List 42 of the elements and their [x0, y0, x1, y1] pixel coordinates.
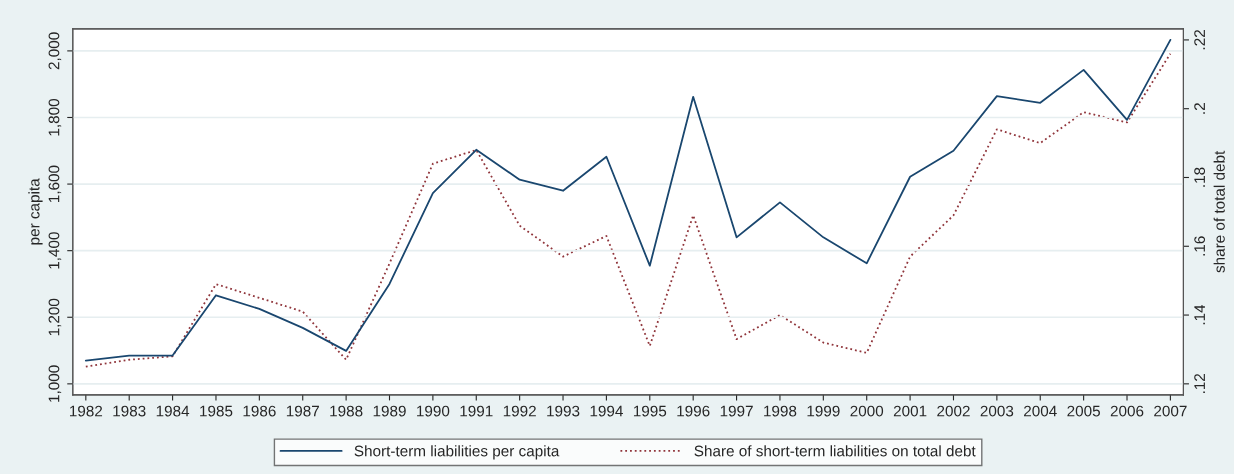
legend-label: Share of short-term liabilities on total debt — [694, 445, 976, 457]
y2-tick-label: .12 — [1194, 373, 1205, 394]
x-tick-label: 1995 — [633, 405, 667, 417]
x-tick-label: 1990 — [417, 405, 450, 417]
x-tick-label: 2001 — [893, 405, 927, 417]
y-tick-label: 1,000 — [48, 365, 62, 402]
y-tick-label: 2,000 — [48, 32, 62, 70]
y-tick-label: 1,600 — [48, 165, 62, 203]
legend-label: Short-term liabilities per capita — [354, 445, 560, 460]
y-tick-label: 1,400 — [48, 232, 62, 269]
x-tick-label: 1997 — [720, 405, 753, 417]
x-tick-label: 1986 — [243, 405, 276, 417]
x-tick-label: 2005 — [1067, 405, 1100, 417]
x-tick-label: 2004 — [1024, 405, 1057, 417]
x-tick-label: 1982 — [69, 405, 103, 417]
x-tick-label: 1984 — [156, 405, 190, 417]
x-tick-label: 1992 — [503, 405, 536, 417]
x-tick-label: 1999 — [807, 405, 840, 417]
x-tick-label: 1983 — [113, 405, 146, 417]
y2-tick-label: .14 — [1194, 304, 1205, 325]
x-tick-label: 1987 — [286, 405, 319, 417]
y2-tick-label: .16 — [1194, 236, 1206, 256]
x-tick-label: 1993 — [547, 405, 580, 417]
x-tick-label: 1998 — [764, 405, 797, 417]
x-tick-label: 2002 — [937, 405, 970, 417]
y-tick-label: 1,800 — [48, 98, 62, 136]
y2-axis-title: share of total debt — [1213, 150, 1225, 273]
x-tick-label: 1996 — [677, 405, 710, 417]
y-tick-label: 1,200 — [48, 298, 62, 336]
x-tick-label: 2006 — [1110, 405, 1144, 417]
x-tick-label: 2003 — [980, 405, 1014, 417]
x-tick-label: 2000 — [850, 405, 884, 417]
x-tick-label: 1994 — [590, 405, 623, 417]
x-tick-label: 1989 — [373, 405, 406, 417]
y-axis-title: per capita — [28, 178, 43, 245]
x-tick-label: 1991 — [460, 405, 493, 417]
x-tick-label: 2007 — [1154, 405, 1187, 417]
x-tick-label: 1988 — [330, 405, 363, 417]
x-tick-label: 1985 — [200, 405, 233, 417]
y2-tick-label: .2 — [1194, 103, 1205, 114]
y2-tick-label: .22 — [1194, 30, 1205, 50]
y2-tick-label: .18 — [1194, 167, 1206, 187]
